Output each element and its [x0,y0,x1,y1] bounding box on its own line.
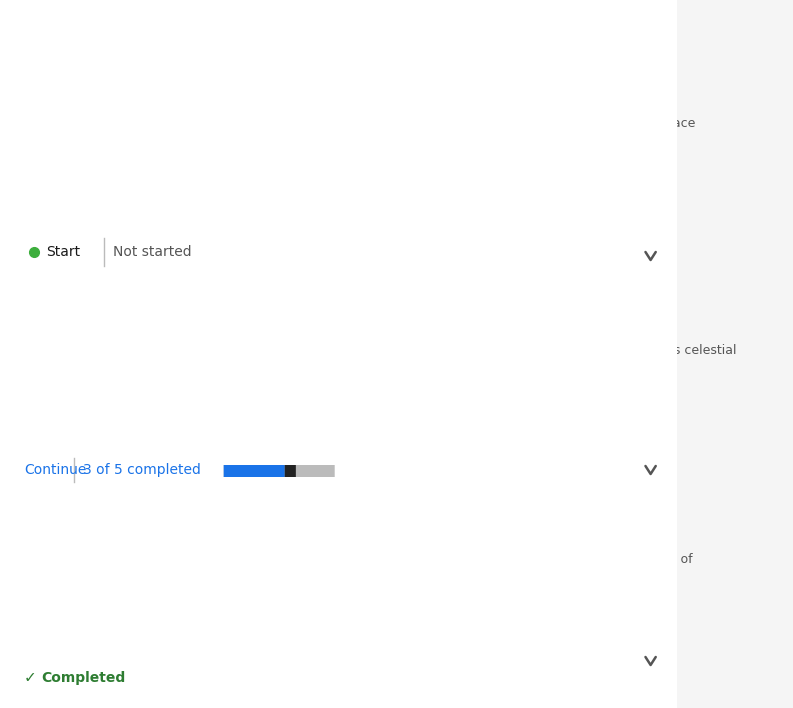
Text: This week, you will learn about the history of space exploration, notable figure: This week, you will learn about the hist… [68,118,695,130]
Text: ✓: ✓ [24,670,36,685]
Text: Continue: Continue [24,463,86,477]
Text: Spacecraft and Technology: Spacecraft and Technology [68,523,312,537]
FancyBboxPatch shape [13,296,665,450]
FancyBboxPatch shape [32,84,51,106]
FancyBboxPatch shape [32,519,51,541]
FancyBboxPatch shape [224,465,335,477]
Text: 3 of 5 completed: 3 of 5 completed [82,463,201,477]
FancyBboxPatch shape [224,465,285,477]
FancyBboxPatch shape [285,465,296,477]
Text: ↻: ↻ [651,689,661,699]
Text: ⌕: ⌕ [649,29,659,47]
Text: The Solar System: The Solar System [68,309,226,324]
Text: ⚲: ⚲ [135,31,144,45]
FancyBboxPatch shape [13,450,665,490]
Text: exploration, and the significance of space exploration in the 21st century.: exploration, and the significance of spa… [68,135,531,149]
Text: During the second week, you will learn about our solar system and the nature and: During the second week, you will learn a… [68,343,737,357]
Text: Not started: Not started [113,245,191,259]
FancyBboxPatch shape [4,5,672,703]
FancyBboxPatch shape [13,626,665,696]
Text: Introduction to Space Exploration: Introduction to Space Exploration [68,86,374,101]
Text: Completed: Completed [41,671,125,685]
FancyBboxPatch shape [13,236,218,276]
Text: Week three delves into the technology that enables space exploration. You will l: Week three delves into the technology th… [68,554,693,566]
Text: Course Content: Course Content [19,29,175,47]
FancyBboxPatch shape [13,73,665,236]
Text: Start: Start [46,245,80,259]
FancyBboxPatch shape [13,236,665,276]
Text: objects, including planets, asteroids, and other phenomena.: objects, including planets, asteroids, a… [68,362,446,375]
Text: spacecraft, space probes, and communication and navigational technology.: spacecraft, space probes, and communicat… [68,571,542,585]
FancyBboxPatch shape [13,510,665,626]
FancyBboxPatch shape [32,307,51,329]
FancyBboxPatch shape [13,450,665,490]
FancyBboxPatch shape [13,626,220,696]
